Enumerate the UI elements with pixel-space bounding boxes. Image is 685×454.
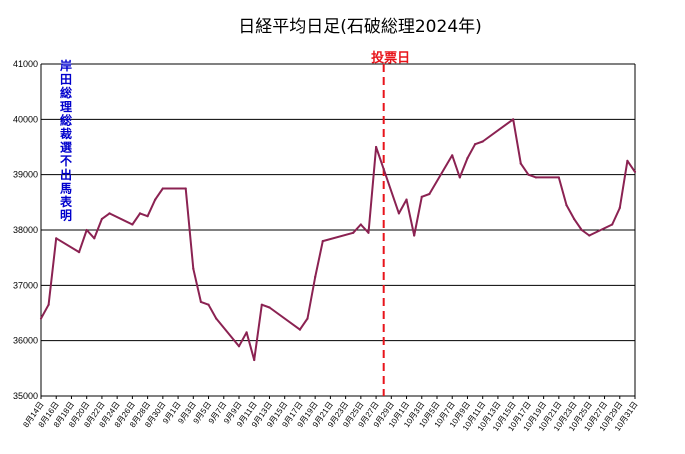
data-point	[321, 239, 324, 243]
y-tick-label: 40000	[13, 114, 38, 124]
data-point	[481, 140, 484, 143]
annotation-char: 馬	[60, 181, 72, 195]
y-tick-label: 38000	[13, 225, 38, 235]
data-point	[626, 159, 629, 162]
annotation-char: 総	[60, 112, 72, 127]
data-point	[298, 328, 302, 331]
grid-layer	[40, 63, 636, 397]
y-tick-label: 41000	[13, 59, 38, 69]
data-point	[93, 237, 96, 240]
data-point	[557, 176, 560, 179]
chart-title: 日経平均日足(石破総理2024年)	[238, 17, 482, 37]
data-point	[618, 206, 621, 209]
data-point	[473, 143, 477, 146]
data-point	[314, 275, 317, 279]
data-point	[154, 198, 157, 201]
data-point	[359, 223, 362, 226]
annotation-char: 岸	[60, 58, 72, 73]
y-axis-ticks: 35000 36000 37000 38000 39000 40000 41000	[13, 59, 38, 401]
annotation-char: 総	[60, 85, 72, 100]
data-point	[611, 223, 614, 226]
data-point	[199, 300, 203, 304]
data-point	[405, 198, 408, 201]
data-point	[245, 331, 248, 334]
annotation-char: 田	[60, 73, 72, 87]
annotation-char: 不	[60, 154, 72, 168]
data-point	[85, 228, 88, 232]
data-point	[108, 212, 111, 215]
y-tick-label: 35000	[13, 391, 38, 401]
data-point	[512, 118, 515, 121]
data-point	[633, 170, 637, 173]
data-point	[146, 215, 149, 218]
data-point	[397, 212, 401, 215]
data-point	[565, 204, 568, 207]
data-point	[237, 345, 241, 348]
data-point	[47, 303, 50, 306]
data-point	[580, 228, 583, 232]
data-point	[352, 231, 355, 234]
data-point	[260, 303, 263, 306]
data-point	[55, 237, 58, 240]
annotation-char: 裁	[60, 126, 72, 141]
data-point	[39, 317, 43, 320]
y-tick-label: 36000	[13, 336, 38, 346]
annotation-char: 明	[60, 209, 72, 223]
series-layer	[39, 118, 637, 362]
data-point	[131, 223, 134, 226]
annotation-char: 選	[60, 141, 72, 155]
data-point	[161, 187, 164, 190]
data-point	[527, 173, 530, 176]
data-point	[215, 317, 218, 320]
data-point	[428, 192, 431, 196]
annotation-char: 理	[60, 100, 72, 114]
y-tick-label: 37000	[13, 280, 38, 290]
data-point	[466, 156, 469, 160]
vote-day-label: 投票日	[371, 50, 410, 66]
data-point	[184, 187, 187, 190]
data-point	[451, 154, 454, 157]
data-point	[100, 217, 104, 221]
data-point	[138, 212, 142, 215]
data-point	[367, 231, 370, 234]
data-point	[519, 162, 522, 165]
y-tick-label: 39000	[13, 170, 38, 180]
vote-day-marker: 投票日	[371, 50, 410, 396]
data-point	[192, 267, 195, 270]
data-point	[253, 358, 256, 362]
data-point	[306, 317, 309, 320]
data-point	[413, 234, 416, 237]
data-point	[420, 195, 423, 198]
data-point	[458, 176, 461, 179]
data-point	[588, 234, 591, 237]
data-point	[207, 303, 210, 306]
data-point	[374, 145, 378, 149]
annotation-char: 表	[59, 194, 73, 209]
series-line	[40, 118, 636, 361]
data-point	[572, 217, 576, 221]
data-point	[534, 176, 538, 179]
data-point	[77, 251, 81, 254]
annotation-char: 出	[60, 167, 72, 182]
data-point	[268, 306, 271, 309]
